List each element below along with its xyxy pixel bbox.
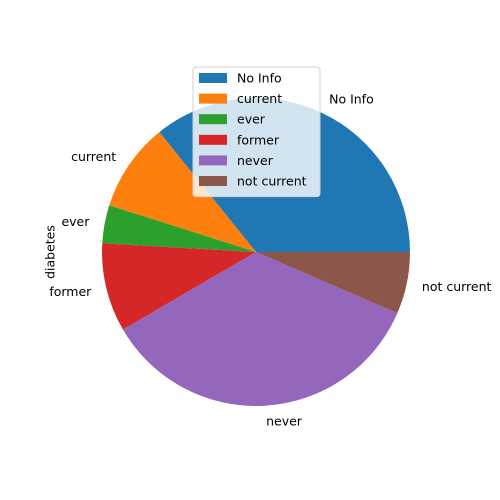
legend-swatch-current bbox=[199, 93, 227, 104]
slice-label-never: never bbox=[266, 414, 303, 429]
slice-label-current: current bbox=[71, 149, 116, 164]
pie-slice-former bbox=[102, 243, 256, 330]
legend-label-former: former bbox=[237, 132, 280, 147]
legend-label-no-info: No Info bbox=[237, 71, 282, 86]
slice-label-no-info: No Info bbox=[329, 92, 374, 107]
pie-labels: No Info current ever former never not current bbox=[49, 92, 491, 429]
legend-swatch-not-current bbox=[199, 176, 227, 186]
legend-items: No Info current ever former never not current bbox=[199, 71, 307, 189]
legend-swatch-never bbox=[199, 155, 227, 166]
slice-label-former: former bbox=[49, 284, 92, 299]
legend-swatch-no-info bbox=[199, 73, 227, 83]
legend-label-not-current: not current bbox=[237, 174, 307, 189]
slice-label-ever: ever bbox=[61, 214, 90, 229]
y-axis-label: diabetes bbox=[43, 225, 58, 279]
legend-label-current: current bbox=[237, 91, 282, 106]
legend-label-never: never bbox=[237, 153, 274, 168]
legend-swatch-former bbox=[199, 134, 227, 145]
legend: No Info current ever former never not current bbox=[192, 66, 321, 198]
slice-label-not-current: not current bbox=[422, 279, 492, 294]
legend-swatch-ever bbox=[199, 114, 227, 125]
pie-slice-current bbox=[109, 132, 257, 252]
pie-slice-ever bbox=[102, 205, 256, 252]
pie-slice-never bbox=[122, 252, 398, 406]
legend-label-ever: ever bbox=[237, 112, 266, 127]
pie-slice-not-current bbox=[256, 252, 410, 314]
